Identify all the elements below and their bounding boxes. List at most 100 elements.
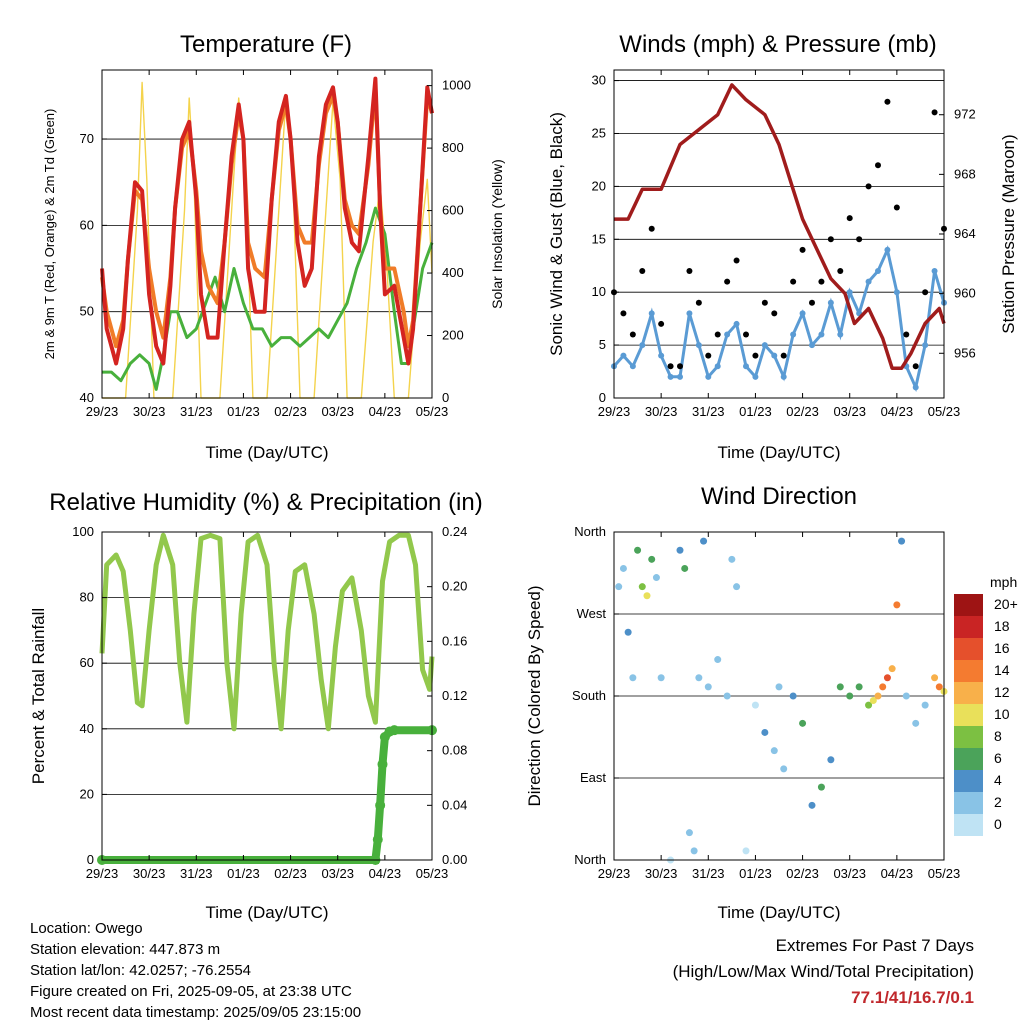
x-tick-label: 30/23 bbox=[133, 404, 166, 419]
temperature-title: Temperature (F) bbox=[180, 31, 352, 58]
gust-point bbox=[856, 236, 863, 243]
station-latlon: Station lat/lon: 42.0257; -76.2554 bbox=[30, 962, 252, 979]
gust-point bbox=[724, 278, 731, 285]
gust-point bbox=[686, 268, 693, 275]
x-tick-label: 05/23 bbox=[928, 866, 961, 881]
x-tick-label: 05/23 bbox=[416, 866, 449, 881]
gust-point bbox=[875, 162, 881, 169]
direction-point bbox=[865, 701, 873, 709]
wind-point bbox=[639, 342, 646, 349]
gust-point bbox=[658, 320, 665, 327]
direction-point bbox=[879, 683, 887, 691]
sonic-wind-line bbox=[612, 245, 946, 393]
x-tick-label: 01/23 bbox=[227, 404, 260, 419]
direction-point bbox=[742, 847, 750, 855]
y-tick-label: 20 bbox=[80, 786, 94, 801]
wind-point bbox=[658, 352, 665, 359]
direction-point bbox=[874, 692, 882, 700]
y-tick-label-right: 0.16 bbox=[442, 633, 467, 648]
wind-point bbox=[884, 246, 891, 253]
direction-point bbox=[685, 829, 693, 837]
extremes-subtitle: (High/Low/Max Wind/Total Precipitation) bbox=[672, 962, 974, 981]
legend-swatch bbox=[954, 704, 983, 726]
speed-legend: mph 20+ 18 16 14 12 10 8 6 4 2 0 bbox=[954, 574, 1018, 836]
legend-label: 8 bbox=[994, 728, 1002, 744]
direction-point bbox=[643, 592, 651, 600]
y-tick-label-right: 600 bbox=[442, 203, 464, 218]
direction-point bbox=[761, 728, 769, 736]
station-elevation: Station elevation: 447.873 m bbox=[30, 941, 221, 958]
speed-legend-title: mph bbox=[990, 574, 1017, 590]
x-tick-label: 31/23 bbox=[692, 866, 725, 881]
y-tick-label-right: 956 bbox=[954, 345, 976, 360]
x-tick-label: 04/23 bbox=[881, 866, 914, 881]
y-tick-label: 70 bbox=[80, 131, 94, 146]
direction-point bbox=[827, 756, 835, 764]
winds-ticks: 0 5 10 15 20 25 30 956 960 964 968 972 29/23 30/23 31/… bbox=[592, 70, 976, 419]
direction-point bbox=[728, 555, 736, 563]
legend-label: 12 bbox=[994, 684, 1010, 700]
wind-point bbox=[724, 331, 731, 338]
x-tick-label: 04/23 bbox=[369, 866, 402, 881]
gust-point bbox=[648, 225, 655, 232]
direction-point bbox=[723, 692, 731, 700]
direction-xlabel: Time (Day/UTC) bbox=[717, 903, 840, 922]
x-tick-label: 30/23 bbox=[645, 404, 678, 419]
legend-label: 16 bbox=[994, 640, 1010, 656]
y-tick-label: 60 bbox=[80, 217, 94, 232]
temp-2m-line bbox=[100, 76, 434, 366]
legend-swatch bbox=[954, 726, 983, 748]
y-tick-label: East bbox=[580, 770, 606, 785]
y-tick-label: South bbox=[572, 688, 606, 703]
legend-swatch bbox=[954, 814, 983, 836]
legend-swatch bbox=[954, 748, 983, 770]
direction-point bbox=[921, 701, 929, 709]
gust-point bbox=[629, 331, 636, 338]
humidity-panel: Relative Humidity (%) & Precipitation (i… bbox=[29, 489, 483, 922]
wind-point bbox=[705, 373, 712, 380]
wind-point bbox=[875, 268, 881, 275]
wind-point bbox=[818, 331, 825, 338]
y-tick-label: 0 bbox=[599, 390, 606, 405]
pressure-line bbox=[614, 83, 946, 370]
direction-point bbox=[855, 683, 863, 691]
gust-point bbox=[809, 299, 815, 306]
humidity-title: Relative Humidity (%) & Precipitation (i… bbox=[49, 489, 482, 516]
x-tick-label: 29/23 bbox=[86, 866, 119, 881]
direction-ylabel: Direction (Colored By Speed) bbox=[525, 585, 544, 806]
y-tick-label: North bbox=[574, 852, 606, 867]
gust-point bbox=[771, 310, 778, 317]
legend-swatch bbox=[954, 682, 983, 704]
temperature-ticks: 40 50 60 70 0 200 400 600 800 1000 29/23 30/23 31/23… bbox=[80, 70, 471, 419]
gust-point bbox=[761, 299, 768, 306]
direction-point bbox=[700, 537, 708, 545]
y-tick-label-right: 964 bbox=[954, 226, 976, 241]
y-tick-label-right: 0 bbox=[442, 390, 449, 405]
gust-point bbox=[931, 109, 938, 116]
x-tick-label: 04/23 bbox=[369, 404, 402, 419]
direction-point bbox=[681, 564, 689, 572]
gust-point bbox=[903, 331, 910, 338]
y-tick-label: 50 bbox=[80, 304, 94, 319]
legend-label: 0 bbox=[994, 816, 1002, 832]
y-tick-label: 20 bbox=[592, 178, 606, 193]
x-tick-label: 05/23 bbox=[416, 404, 449, 419]
temperature-series bbox=[100, 76, 434, 399]
gust-point bbox=[743, 331, 749, 338]
winds-plot-frame bbox=[613, 69, 945, 399]
wind-point bbox=[695, 342, 702, 349]
wind-point bbox=[809, 342, 815, 349]
x-tick-label: 03/23 bbox=[833, 866, 866, 881]
y-tick-label-right: 0.20 bbox=[442, 579, 467, 594]
station-location: Location: Owego bbox=[30, 920, 143, 937]
humidity-xlabel: Time (Day/UTC) bbox=[205, 903, 328, 922]
gust-point bbox=[677, 363, 683, 370]
direction-point bbox=[902, 692, 910, 700]
wind-point bbox=[846, 289, 853, 296]
direction-point bbox=[799, 719, 807, 727]
wind-point bbox=[648, 310, 655, 317]
station-info: Location: Owego Station elevation: 447.8… bbox=[30, 918, 361, 1023]
precip-point bbox=[389, 725, 400, 736]
wind-point bbox=[677, 373, 683, 380]
gust-point bbox=[837, 268, 844, 275]
